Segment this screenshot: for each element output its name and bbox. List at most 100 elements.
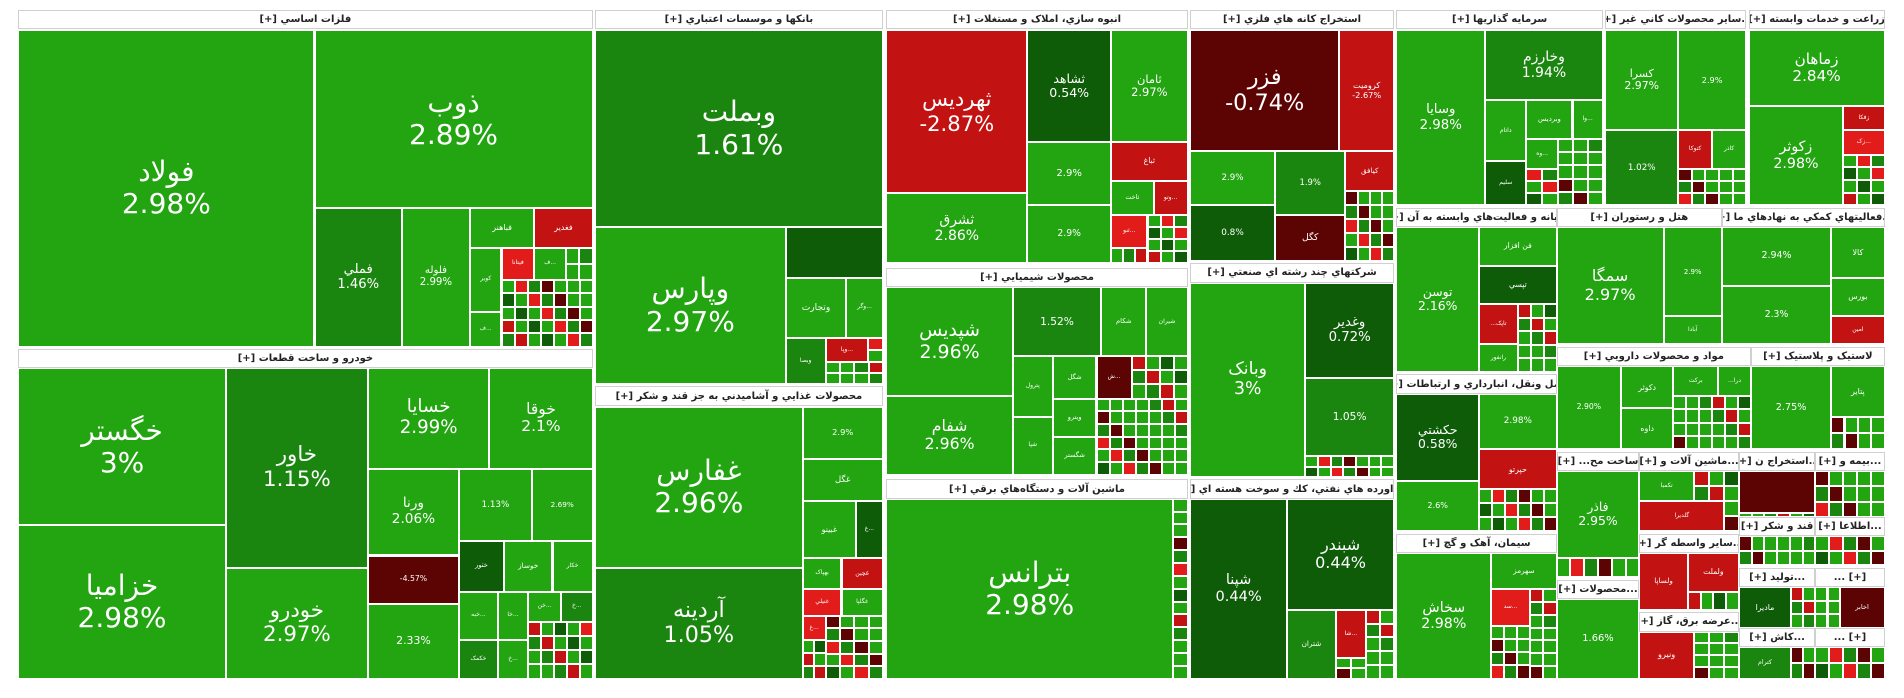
stock-tile[interactable]: زک... <box>1843 130 1885 155</box>
sector-header[interactable]: ...محصولات [+] <box>1556 579 1640 599</box>
stock-tile[interactable]: 1.52% <box>1012 287 1102 357</box>
stock-tile[interactable]: کترام <box>1738 647 1792 679</box>
sector-header[interactable]: هتل و رستوران [+] <box>1556 207 1722 228</box>
stock-tile[interactable] <box>1738 470 1816 514</box>
sector-header[interactable]: استخراج کانه هاي فلزي [+] <box>1190 9 1394 29</box>
stock-tile[interactable]: 2.6% <box>1396 480 1479 532</box>
stock-tile[interactable]: غفارس 2.96% <box>595 406 803 568</box>
sector-header[interactable]: محصولات غذايي و آشاميدني به جز قند و شکر… <box>595 386 883 406</box>
stock-tile[interactable]: وگر... <box>846 277 883 339</box>
stock-tile[interactable]: دکوثر <box>1621 365 1674 409</box>
stock-tile[interactable]: پتاير <box>1831 365 1885 417</box>
stock-tile[interactable]: خسايا 2.99% <box>367 368 490 469</box>
stock-tile[interactable]: بورس <box>1831 277 1885 317</box>
stock-tile[interactable]: ثنو... <box>1111 214 1148 248</box>
stock-tile[interactable]: ثشرق 2.86% <box>886 193 1028 264</box>
stock-tile[interactable]: فن افزار <box>1479 227 1557 266</box>
stock-tile[interactable]: فزر -0.74% <box>1190 30 1340 151</box>
stock-tile[interactable]: ...تاپک <box>1479 304 1518 345</box>
sector-header[interactable]: فراورده هاي نفتي، كك و سوخت هسته اي [+] <box>1190 479 1394 499</box>
stock-tile[interactable]: 2.69% <box>531 468 593 541</box>
stock-tile[interactable]: شيران <box>1146 287 1188 357</box>
stock-tile[interactable]: برکت <box>1673 365 1719 397</box>
sector-header[interactable]: ...کاش [+] <box>1738 627 1816 648</box>
stock-tile[interactable]: ماديرا <box>1738 586 1792 628</box>
stock-tile[interactable]: توسن 2.16% <box>1396 227 1479 372</box>
stock-tile[interactable]: 2.90% <box>1556 365 1622 450</box>
stock-tile[interactable]: حکشتي 0.58% <box>1396 393 1479 481</box>
stock-tile[interactable]: فباهنر <box>469 207 535 248</box>
stock-tile[interactable]: شبندر 0.44% <box>1287 498 1394 610</box>
stock-tile[interactable]: کتوکا <box>1678 130 1713 170</box>
stock-tile[interactable]: بترانس 2.98% <box>886 498 1173 679</box>
sector-header[interactable]: ...بيمه و [+] <box>1815 451 1885 471</box>
stock-tile[interactable]: وه... <box>1526 138 1558 170</box>
stock-tile[interactable]: ثهرديس -2.87% <box>886 30 1028 194</box>
sector-header[interactable]: محصولات شيميايي [+] <box>886 268 1188 288</box>
stock-tile[interactable]: غگلپا <box>841 589 883 616</box>
sector-header[interactable]: ماشين آلات و دستگاه‌هاي برقي [+] <box>886 479 1188 499</box>
stock-tile[interactable]: شتران <box>1287 609 1336 679</box>
stock-tile[interactable]: 2.9% <box>1027 142 1112 206</box>
stock-tile[interactable]: 2.3% <box>1721 286 1832 345</box>
stock-tile[interactable]: فغدير <box>534 207 593 248</box>
sector-header[interactable]: ...عرضه برق، گاز [+] <box>1639 612 1739 632</box>
stock-tile[interactable]: وبملت 1.61% <box>595 30 883 228</box>
stock-tile[interactable]: 1.9% <box>1275 150 1346 215</box>
stock-tile[interactable]: زفکا <box>1843 106 1885 131</box>
stock-tile[interactable]: ولساپا <box>1639 553 1688 610</box>
stock-tile[interactable]: تکمبا <box>1639 470 1694 502</box>
stock-tile[interactable]: سهرمز <box>1491 553 1557 590</box>
stock-tile[interactable]: شا... <box>1335 609 1367 659</box>
sector-header[interactable]: ...ساير واسطه گر [+] <box>1639 533 1739 554</box>
stock-tile[interactable]: خا... <box>497 591 529 641</box>
stock-tile[interactable]: آبادا <box>1663 316 1722 345</box>
stock-tile[interactable]: کگل <box>1275 214 1346 261</box>
stock-tile[interactable]: 2.9% <box>1027 205 1112 264</box>
stock-tile[interactable]: غ... <box>856 501 883 558</box>
stock-tile[interactable]: کسرا 2.97% <box>1605 30 1679 131</box>
sector-header[interactable]: ...ماشين آلات و [+] <box>1639 451 1739 471</box>
sector-header[interactable]: حمل ونقل، انبارداري و ارتباطات [+] <box>1396 374 1557 394</box>
stock-tile[interactable]: کاذر <box>1712 130 1747 170</box>
stock-tile[interactable]: وغدير 0.72% <box>1305 282 1394 378</box>
stock-tile[interactable]: سمگا 2.97% <box>1556 227 1664 345</box>
stock-tile[interactable]: غگل <box>802 458 883 502</box>
stock-tile[interactable]: شگستر <box>1052 437 1097 475</box>
stock-tile[interactable]: 2.9% <box>802 406 883 459</box>
stock-tile[interactable]: زماهان 2.84% <box>1748 30 1885 107</box>
stock-tile[interactable]: سخاش 2.98% <box>1396 553 1492 679</box>
stock-tile[interactable]: 1.66% <box>1556 598 1640 679</box>
stock-tile[interactable]: خاور 1.15% <box>225 368 368 568</box>
stock-tile[interactable]: فملي 1.46% <box>314 207 402 347</box>
sector-header[interactable]: ...سایر محصولات کاني غير [+] <box>1605 9 1747 29</box>
stock-tile[interactable]: وا... <box>1572 100 1603 139</box>
stock-tile[interactable]: وبصا <box>785 338 826 384</box>
stock-tile[interactable]: 2.75% <box>1751 365 1832 450</box>
stock-tile[interactable]: شپديس 2.96% <box>886 287 1013 397</box>
stock-tile[interactable]: -4.57% <box>367 555 459 604</box>
stock-tile[interactable]: غ... <box>802 615 826 641</box>
sector-header[interactable]: لاستيک و پلاستيک [+] <box>1751 346 1885 366</box>
sector-header[interactable]: شرکتهاي چند رشته اي صنعتي [+] <box>1190 263 1394 283</box>
stock-tile[interactable]: غچين <box>841 557 883 590</box>
stock-tile[interactable]: وسايا 2.98% <box>1396 30 1486 206</box>
stock-tile[interactable]: خ... <box>497 640 529 679</box>
stock-tile[interactable]: ثامان 2.97% <box>1111 30 1188 143</box>
stock-tile[interactable]: داوه <box>1621 408 1674 450</box>
stock-tile[interactable]: وپارس 2.97% <box>595 227 786 384</box>
stock-tile[interactable]: وبانک 3% <box>1190 282 1306 477</box>
stock-tile[interactable]: وپا... <box>825 338 869 363</box>
stock-tile[interactable]: وتجارت <box>785 277 847 339</box>
stock-tile[interactable]: ونيرو <box>1639 631 1694 679</box>
stock-tile[interactable]: ف... <box>469 311 502 347</box>
stock-tile[interactable]: ...درا <box>1718 365 1751 397</box>
sector-header[interactable]: ...استخراج ن [+] <box>1738 451 1816 471</box>
stock-tile[interactable]: خکار <box>552 541 593 592</box>
stock-tile[interactable]: خزاميا 2.98% <box>18 525 226 679</box>
stock-tile[interactable]: 1.05% <box>1305 377 1394 457</box>
stock-tile[interactable]: خوقا 2.1% <box>489 368 593 469</box>
stock-tile[interactable]: اخابر <box>1839 586 1885 628</box>
stock-tile[interactable]: 2.33% <box>367 603 459 679</box>
stock-tile[interactable]: امين <box>1831 316 1885 345</box>
